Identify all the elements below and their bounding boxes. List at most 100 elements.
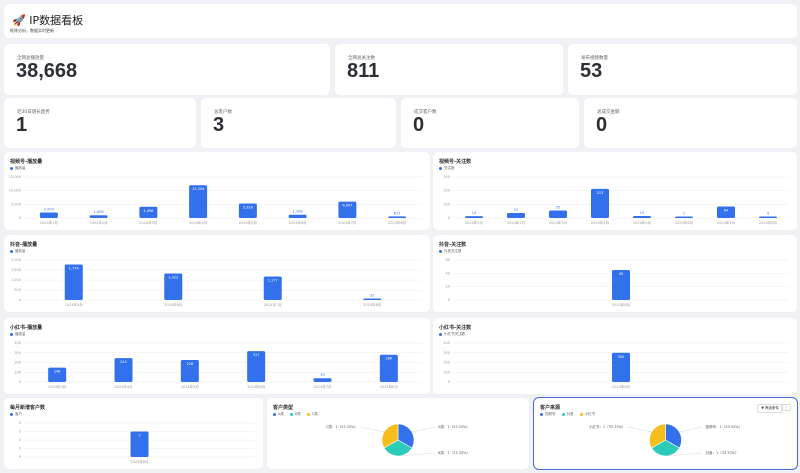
bar[interactable] [507, 212, 525, 218]
filter-button[interactable]: ▼ 筛选条件 [757, 404, 783, 413]
bar[interactable] [130, 431, 149, 458]
chart-card: 抖音-播放量 播放量 0 500 1,000 1,500 2,000 1,774 2024年5月… [4, 235, 430, 312]
chart-title: 抖音-播放量 [10, 242, 38, 248]
pie-label: 抖音：1（33.33%） [706, 450, 739, 455]
bar-data-label: 2,003 [44, 208, 54, 212]
bar[interactable] [164, 273, 183, 300]
bar[interactable] [379, 354, 398, 382]
bar[interactable] [591, 188, 609, 218]
legend-item[interactable]: 关注数 [439, 166, 455, 170]
y-tick-label: 10,000 [9, 189, 21, 193]
legend-item[interactable]: C类 [306, 412, 318, 416]
bar[interactable] [139, 206, 158, 218]
bar[interactable] [612, 352, 630, 382]
legend-label: B类 [294, 412, 301, 416]
bar[interactable] [189, 185, 208, 218]
x-tick-label: 2024年8月 [612, 302, 630, 307]
bar-data-label: 4,098 [143, 209, 153, 213]
stat-value: 53 [580, 60, 603, 82]
bar-data-label: 37 [514, 208, 518, 212]
x-tick-label: 2024年8月 [612, 384, 630, 389]
bar[interactable] [338, 201, 357, 218]
y-tick-label: 0 [19, 455, 21, 459]
y-tick-label: 20 [446, 285, 450, 289]
pie-slice[interactable] [381, 423, 399, 449]
bar[interactable] [114, 358, 133, 382]
chart-title: 视频号-关注数 [439, 159, 472, 165]
bar[interactable] [675, 216, 693, 219]
stat-label: 发布视频数量 [581, 56, 608, 61]
bar[interactable] [759, 216, 777, 219]
chart-card: 视频号-关注数 关注数 0 100 200 300 14 2024年1月 37 2024年2月 55… [433, 152, 797, 230]
pie-slice[interactable] [649, 423, 666, 449]
legend-item[interactable]: 小红书关注数 [439, 332, 465, 336]
bar[interactable] [633, 215, 651, 218]
bar[interactable] [39, 212, 58, 218]
chart-title: 抖音-关注数 [439, 242, 467, 248]
pie-slice[interactable] [651, 439, 680, 457]
bar[interactable] [64, 264, 83, 300]
stat-label: 全网总播放量 [17, 56, 44, 61]
bar-data-label: 1,008 [94, 210, 104, 214]
x-tick-label: 2024年8月 [130, 459, 148, 464]
y-tick-label: 2 [19, 438, 21, 442]
pie-label: C类：1（33.33%） [326, 424, 358, 429]
chart-card: 视频号-播放量 播放量 0 5,000 10,000 15,000 2,003 2024年1月… [4, 152, 430, 230]
bar[interactable] [313, 378, 332, 382]
chart-title: 视频号-播放量 [10, 159, 43, 165]
bar[interactable] [612, 270, 630, 300]
pie-slice[interactable] [397, 423, 415, 449]
legend-item[interactable]: 播放量 [10, 332, 26, 336]
chart-legend: 播放量 [10, 249, 32, 254]
chart-card: 小红书-播放量 播放量 0 100 200 300 400 148 2024年3月 245 2024… [4, 318, 430, 394]
legend-item[interactable]: 小红书 [579, 412, 595, 416]
x-tick-label: 2024年4月 [114, 384, 132, 389]
legend-item[interactable]: 抖音 [561, 412, 574, 416]
legend-item[interactable]: 播放量 [10, 166, 26, 170]
pie-label: 视频号：1（33.33%） [706, 424, 743, 429]
x-tick-label: 2024年6月 [247, 384, 265, 389]
legend-label: 播放量 [15, 249, 26, 253]
bar[interactable] [180, 359, 199, 382]
pie-slice[interactable] [383, 439, 413, 457]
x-tick-label: 2024年7月 [313, 384, 331, 389]
legend-item[interactable]: 播放量 [10, 249, 26, 253]
bar[interactable] [388, 216, 407, 218]
y-tick-label: 60 [446, 258, 450, 262]
y-tick-label: 300 [14, 351, 21, 355]
bar[interactable] [549, 210, 567, 218]
y-tick-label: 200 [443, 189, 450, 193]
bar[interactable] [238, 203, 257, 218]
pie-slice[interactable] [665, 423, 682, 449]
y-tick-label: 200 [443, 361, 450, 365]
legend-label: 关注数 [444, 166, 455, 170]
bar[interactable] [48, 367, 67, 382]
bar[interactable] [363, 298, 382, 301]
chart-card: 客户类型 A类 B类 C类 A类：1（33.33%） B类：1（33.33%） C类：1（3… [267, 398, 529, 469]
bar[interactable] [89, 215, 108, 218]
page-title: 🚀 IP数据看板 [12, 14, 84, 27]
bar[interactable] [288, 214, 307, 218]
stat-value: 0 [413, 114, 425, 136]
stat-value: 1 [16, 114, 28, 136]
bar[interactable] [263, 276, 282, 300]
bar[interactable] [465, 216, 483, 218]
bar[interactable] [717, 206, 735, 218]
legend-item[interactable]: B类 [289, 412, 301, 416]
legend-label: A类 [278, 412, 284, 416]
bar-data-label: 1 [683, 212, 685, 216]
x-tick-label: 2024年3月 [139, 220, 157, 225]
x-tick-label: 2024年2月 [90, 220, 108, 225]
x-tick-label: 2024年7月 [717, 220, 735, 225]
legend-label: 播放量 [15, 332, 26, 336]
legend-item[interactable]: 视频号 [540, 412, 556, 416]
legend-item[interactable]: 客户 [10, 412, 22, 416]
more-menu-icon[interactable]: ⋮ [781, 404, 791, 411]
y-tick-label: 0 [448, 380, 450, 384]
legend-label: 播放量 [15, 166, 26, 170]
y-tick-label: 1 [19, 447, 21, 451]
bar[interactable] [247, 351, 266, 382]
chart-card: 每月新增客户数 客户 0 1 2 3 4 3 2024年8月 [4, 398, 263, 469]
legend-item[interactable]: 抖音关注数 [439, 249, 462, 253]
legend-item[interactable]: A类 [273, 412, 284, 416]
